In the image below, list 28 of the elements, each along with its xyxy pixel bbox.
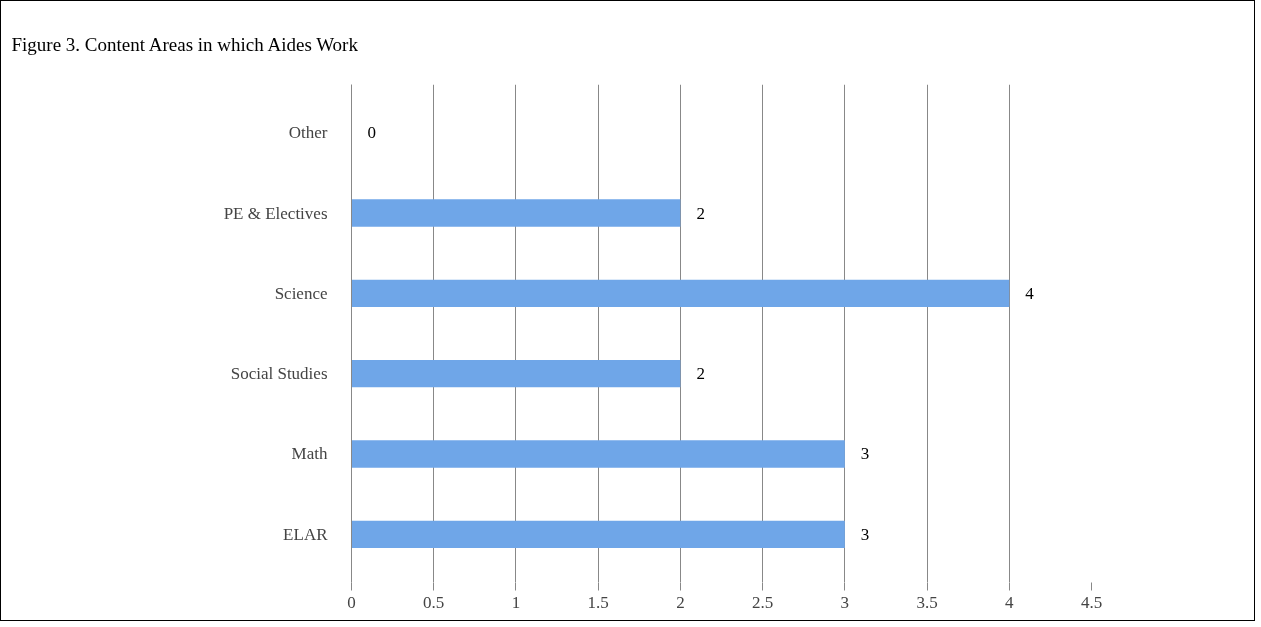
x-tick-label: 1: [511, 592, 521, 612]
data-label: 3: [860, 524, 870, 544]
bar: [351, 440, 845, 468]
y-tick-label: Social Studies: [230, 364, 328, 384]
x-tick-label: 3.5: [916, 592, 938, 612]
data-label: 2: [696, 203, 705, 223]
x-tick-label: 1.5: [587, 592, 609, 612]
data-label: 2: [696, 364, 705, 384]
y-tick-label: Science: [274, 283, 328, 303]
y-tick-label: PE & Electives: [223, 203, 328, 223]
bar: [351, 279, 1010, 307]
data-label: 3: [860, 444, 870, 464]
x-tick-label: 4.5: [1080, 592, 1103, 612]
y-tick-label: ELAR: [283, 524, 329, 544]
bar: [351, 360, 681, 388]
x-tick-label: 3: [840, 592, 850, 612]
x-tick-label: 0: [347, 592, 356, 612]
x-tick-label: 2.5: [751, 592, 774, 612]
bar: [351, 520, 845, 548]
text: Figure 3. Content Areas in which Aides Work: [11, 33, 359, 55]
x-tick-label: 4: [1005, 592, 1015, 612]
y-tick-label: Other: [288, 123, 328, 143]
data-label: 0: [367, 123, 376, 143]
data-label: 4: [1025, 283, 1035, 303]
y-tick-label: Math: [291, 444, 328, 464]
x-tick-label: 2: [676, 592, 685, 612]
x-tick-label: 0.5: [423, 592, 445, 612]
bar: [351, 199, 681, 227]
